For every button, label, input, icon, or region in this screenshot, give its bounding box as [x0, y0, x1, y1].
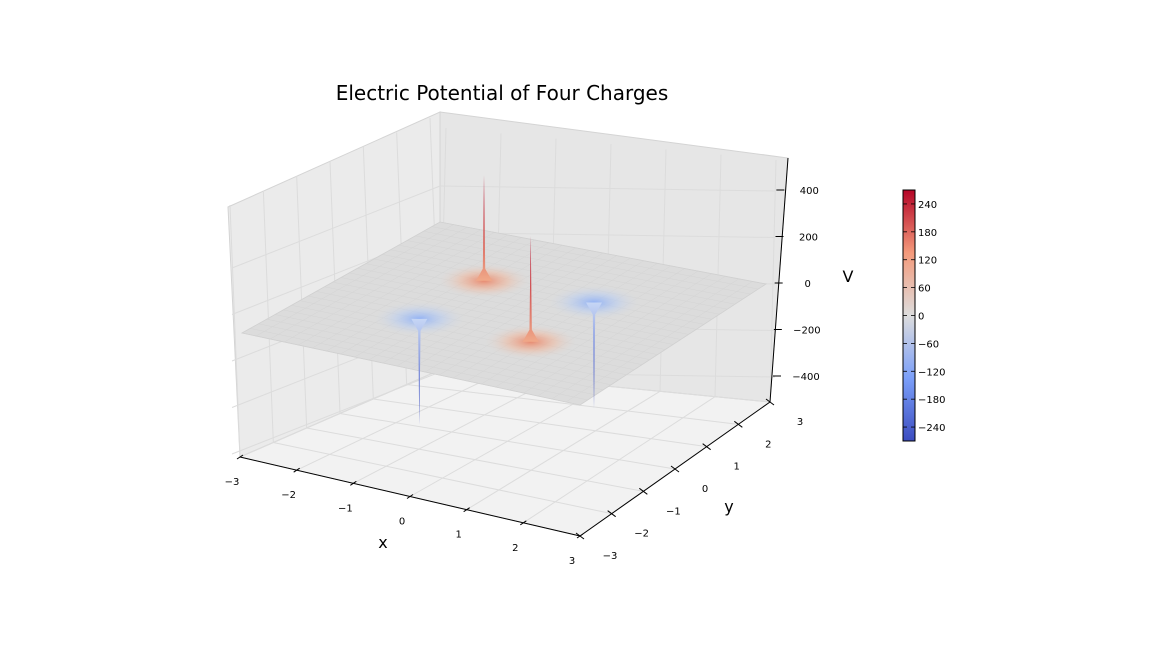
y-tick-label: −3 — [603, 551, 618, 562]
y-tick-label: 3 — [797, 417, 803, 428]
colorbar-tick-label: 240 — [918, 200, 937, 211]
x-axis-ticks: −3 −2 −1 0 1 2 3 — [225, 454, 584, 567]
surface-mesh-line — [431, 226, 759, 290]
colorbar-tick-label: −120 — [918, 367, 945, 378]
z-gridline-side — [231, 185, 441, 269]
negative-charge-spike — [586, 302, 602, 409]
y-gridline — [306, 427, 644, 492]
surface-mesh-line — [406, 240, 736, 305]
x-tick-label: 1 — [455, 530, 461, 541]
x-tick-mark — [463, 507, 470, 513]
x-back-gridline — [769, 159, 777, 403]
colorbar: 240 180 120 60 0 −60 −120 −180 −240 — [902, 189, 945, 442]
x-axis-label: x — [378, 533, 387, 552]
z-axis-ticks: −400 −200 0 200 400 — [773, 186, 821, 383]
y-side-gridline — [262, 190, 274, 443]
surface-mesh-line — [537, 276, 726, 397]
x-tick-label: −1 — [338, 503, 353, 514]
colorbar-tick-label: 0 — [918, 312, 924, 323]
x-tick-label: 0 — [399, 517, 405, 528]
potential-surface — [240, 175, 768, 425]
x-tick-mark — [236, 454, 244, 460]
z-axis-line — [769, 157, 789, 403]
y-gridline — [273, 442, 612, 515]
colorbar-tick-label: −180 — [918, 395, 945, 406]
y-axis-ticks: −3 −2 −1 0 1 2 3 — [575, 398, 803, 562]
x-tick-label: −3 — [225, 477, 240, 488]
z-tick-label: 200 — [799, 233, 818, 244]
y-tick-label: 2 — [765, 439, 771, 450]
y-tick-label: −1 — [666, 506, 681, 517]
surface-mesh-line — [423, 231, 751, 295]
z-tick-label: −200 — [793, 326, 820, 337]
z-axis-label: V — [843, 267, 854, 286]
y-tick-mark — [575, 532, 585, 540]
x-tick-label: 2 — [512, 543, 518, 554]
surface-mesh-line — [551, 278, 739, 400]
negative-charge-spike — [411, 318, 428, 425]
y-tick-mark — [734, 420, 743, 428]
y-axis-label: y — [724, 497, 733, 516]
y-gridline — [339, 413, 676, 470]
y-tick-mark — [702, 443, 711, 451]
positive-charge-spike — [522, 236, 539, 342]
y-gridline — [406, 384, 739, 425]
z-tick-label: 0 — [804, 279, 810, 290]
positive-charge-spike — [476, 175, 492, 281]
colorbar-tick-label: 180 — [918, 228, 937, 239]
surface-mesh-line — [579, 283, 767, 406]
z-tick-label: 400 — [800, 186, 819, 197]
z-gridline-back — [439, 185, 776, 192]
x-tick-mark — [293, 467, 300, 473]
x-tick-mark — [520, 520, 527, 526]
chart-title: Electric Potential of Four Charges — [336, 81, 669, 105]
colorbar-tick-label: −240 — [918, 423, 945, 434]
surface-mesh-line — [565, 281, 753, 403]
y-gridline — [373, 398, 707, 448]
surface-mesh-line — [415, 235, 743, 300]
colorbar-tick-label: 60 — [918, 284, 931, 295]
y-tick-mark — [765, 398, 775, 406]
y-tick-mark — [639, 487, 648, 495]
z-tick-label: −400 — [792, 372, 819, 383]
x-tick-mark — [350, 480, 357, 486]
colorbar-tick-label: −60 — [918, 339, 939, 350]
x-tick-label: 3 — [569, 556, 575, 567]
y-tick-mark — [670, 465, 680, 473]
y-tick-label: 1 — [733, 462, 739, 473]
colorbar-tick-label: 120 — [918, 256, 937, 267]
x-tick-label: −2 — [281, 490, 296, 501]
x-tick-mark — [406, 494, 414, 499]
y-side-gridline — [229, 204, 241, 458]
y-tick-label: 0 — [702, 484, 708, 495]
z-gridline-side — [231, 371, 441, 455]
y-tick-mark — [607, 510, 616, 518]
y-tick-label: −2 — [634, 529, 649, 540]
surface-mesh-line — [439, 221, 767, 285]
